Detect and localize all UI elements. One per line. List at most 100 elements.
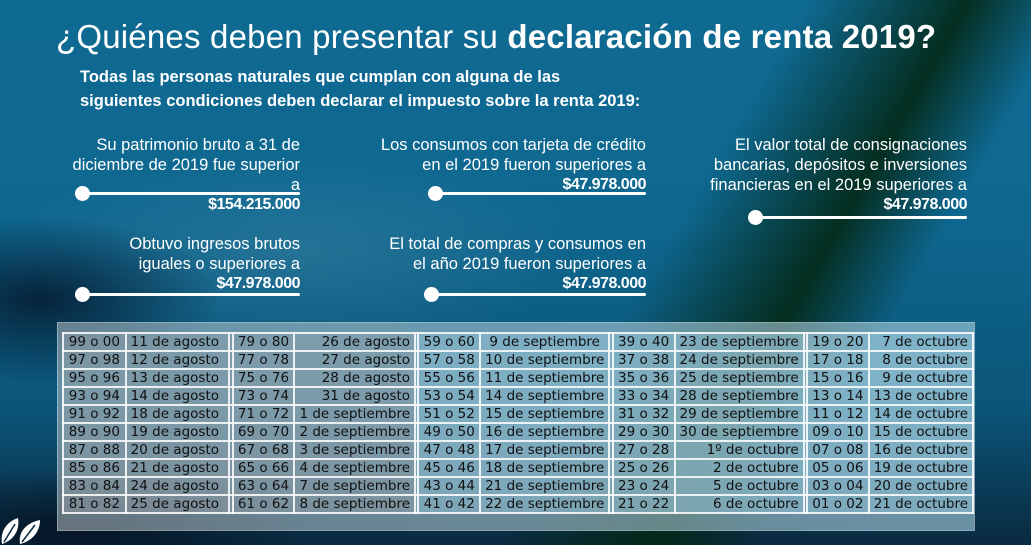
nit-digits-cell: 07 o 08 [806,440,870,460]
spacer-cell [802,332,809,352]
nit-digits-cell: 55 o 56 [417,368,482,388]
condition-amount: $47.978.000 [216,275,301,292]
nit-digits-cell: 51 o 52 [417,404,482,424]
due-date-cell: 23 de septiembre [673,332,805,352]
leaves-icon [1,518,40,544]
spacer-cell [608,422,614,442]
due-date-cell: 26 de agosto [293,332,417,352]
condition-text: diciembre de 2019 fue superior a [72,156,300,194]
spacer-cell [608,440,614,460]
due-date-cell: 30 de septiembre [673,422,805,442]
spacer-cell [802,350,809,370]
spacer-cell [802,386,809,406]
nit-digits-cell: 57 o 58 [417,350,482,370]
due-date-cell: 7 de septiembre [293,476,417,496]
due-date-cell: 21 de septiembre [479,476,611,496]
nit-digits-cell: 33 o 34 [611,386,676,406]
due-date-cell: 18 de agosto [124,404,231,424]
bullet-dot-icon [424,287,439,302]
nit-digits-cell: 19 o 20 [806,332,870,352]
condition-amount: $154.215.000 [208,196,300,213]
condition-text: El total de compras y consumos en [389,235,646,253]
due-date-cell: 6 de octubre [673,494,805,514]
spacer-cell [608,404,614,424]
due-date-cell: 9 de septiembre [479,332,611,352]
due-date-cell: 14 de septiembre [479,386,611,406]
divider-line [436,192,646,195]
calendar-row: 87 o 88 20 de agosto 67 o 68 3 de septiembr… [62,440,975,460]
condition-amount: $47.978.000 [562,176,647,193]
spacer-cell [413,404,420,424]
due-date-cell: 17 de septiembre [479,440,611,460]
nit-digits-cell: 23 o 24 [611,476,676,496]
spacer-cell [802,494,809,514]
due-date-cell: 2 de octubre [673,458,805,478]
nit-digits-cell: 91 o 92 [62,404,127,424]
spacer-cell [228,458,234,478]
nit-digits-cell: 47 o 48 [417,440,482,460]
nit-digits-cell: 53 o 54 [417,386,482,406]
due-date-cell: 14 de octubre [867,404,975,424]
nit-digits-cell: 67 o 68 [231,440,296,460]
due-date-cell: 13 de octubre [867,386,975,406]
due-date-cell: 20 de octubre [867,476,975,496]
calendar-row: 95 o 96 13 de agosto 75 o 76 28 de agosto 55… [62,368,975,388]
nit-digits-cell: 39 o 40 [611,332,676,352]
page-title: ¿Quiénes deben presentar su declaración … [56,18,1016,56]
due-date-cell: 14 de agosto [124,386,231,406]
nit-digits-cell: 37 o 38 [611,350,676,370]
calendar-row: 89 o 90 19 de agosto 69 o 70 2 de septiembr… [62,422,975,442]
condition-compras: El total de compras y consumos en el año… [370,234,647,302]
spacer-cell [608,368,614,388]
due-date-cell: 15 de octubre [867,422,975,442]
nit-digits-cell: 93 o 94 [62,386,127,406]
nit-digits-cell: 11 o 12 [806,404,870,424]
spacer-cell [228,476,234,496]
condition-patrimonio: Su patrimonio bruto a 31 de diciembre de… [60,135,301,215]
nit-digits-cell: 73 o 74 [231,386,296,406]
due-date-cell: 1º de octubre [673,440,805,460]
nit-digits-cell: 75 o 76 [231,368,296,388]
spacer-cell [228,422,234,442]
divider-line [75,293,300,296]
due-date-cell: 21 de octubre [867,494,975,514]
due-date-cell: 28 de agosto [293,368,417,388]
nit-digits-cell: 13 o 14 [806,386,870,406]
spacer-cell [228,368,234,388]
spacer-cell [228,332,234,352]
spacer-cell [608,458,614,478]
due-date-cell: 8 de octubre [867,350,975,370]
nit-digits-cell: 49 o 50 [417,422,482,442]
nit-digits-cell: 01 o 02 [806,494,870,514]
nit-digits-cell: 99 o 00 [62,332,127,352]
bullet-dot-icon [75,287,90,302]
subtitle-line-1: Todas las personas naturales que cumplan… [80,68,561,86]
due-date-cell: 25 de agosto [124,494,231,514]
spacer-cell [608,332,614,352]
calendar-table-panel: 99 o 00 11 de agosto 79 o 80 26 de agosto 59… [57,322,975,531]
spacer-cell [802,404,809,424]
nit-digits-cell: 81 o 82 [62,494,127,514]
nit-digits-cell: 97 o 98 [62,350,127,370]
spacer-cell [608,386,614,406]
due-date-cell: 22 de septiembre [479,494,611,514]
spacer-cell [608,476,614,496]
spacer-cell [413,332,420,352]
divider-line [75,192,300,195]
due-date-cell: 25 de septiembre [673,368,805,388]
due-date-cell: 11 de agosto [124,332,231,352]
spacer-cell [413,458,420,478]
calendar-table-body: 99 o 00 11 de agosto 79 o 80 26 de agosto 59… [62,332,975,514]
condition-consignaciones: El valor total de consignaciones bancari… [660,135,968,225]
nit-digits-cell: 27 o 28 [611,440,676,460]
subtitle: Todas las personas naturales que cumplan… [80,65,700,113]
nit-digits-cell: 71 o 72 [231,404,296,424]
due-date-cell: 11 de septiembre [479,368,611,388]
due-date-cell: 15 de septiembre [479,404,611,424]
due-date-cell: 12 de agosto [124,350,231,370]
title-bold: declaración de renta 2019? [507,18,937,55]
condition-text: El valor total de consignaciones [734,136,967,154]
nit-digits-cell: 89 o 90 [62,422,127,442]
nit-digits-cell: 43 o 44 [417,476,482,496]
spacer-cell [413,386,420,406]
